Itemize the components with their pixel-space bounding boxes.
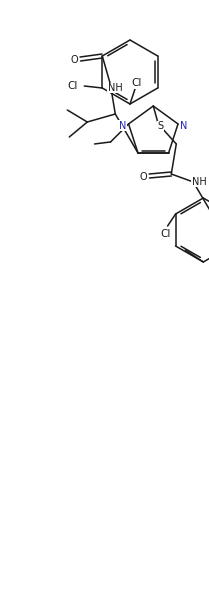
- Text: Cl: Cl: [132, 78, 142, 88]
- Text: Cl: Cl: [160, 229, 171, 239]
- Text: N: N: [119, 121, 126, 131]
- Text: S: S: [157, 121, 163, 131]
- Text: NH: NH: [108, 83, 123, 93]
- Text: N: N: [180, 121, 188, 131]
- Text: Cl: Cl: [67, 81, 78, 91]
- Text: NH: NH: [192, 177, 207, 187]
- Text: O: O: [70, 55, 78, 65]
- Text: O: O: [139, 172, 147, 182]
